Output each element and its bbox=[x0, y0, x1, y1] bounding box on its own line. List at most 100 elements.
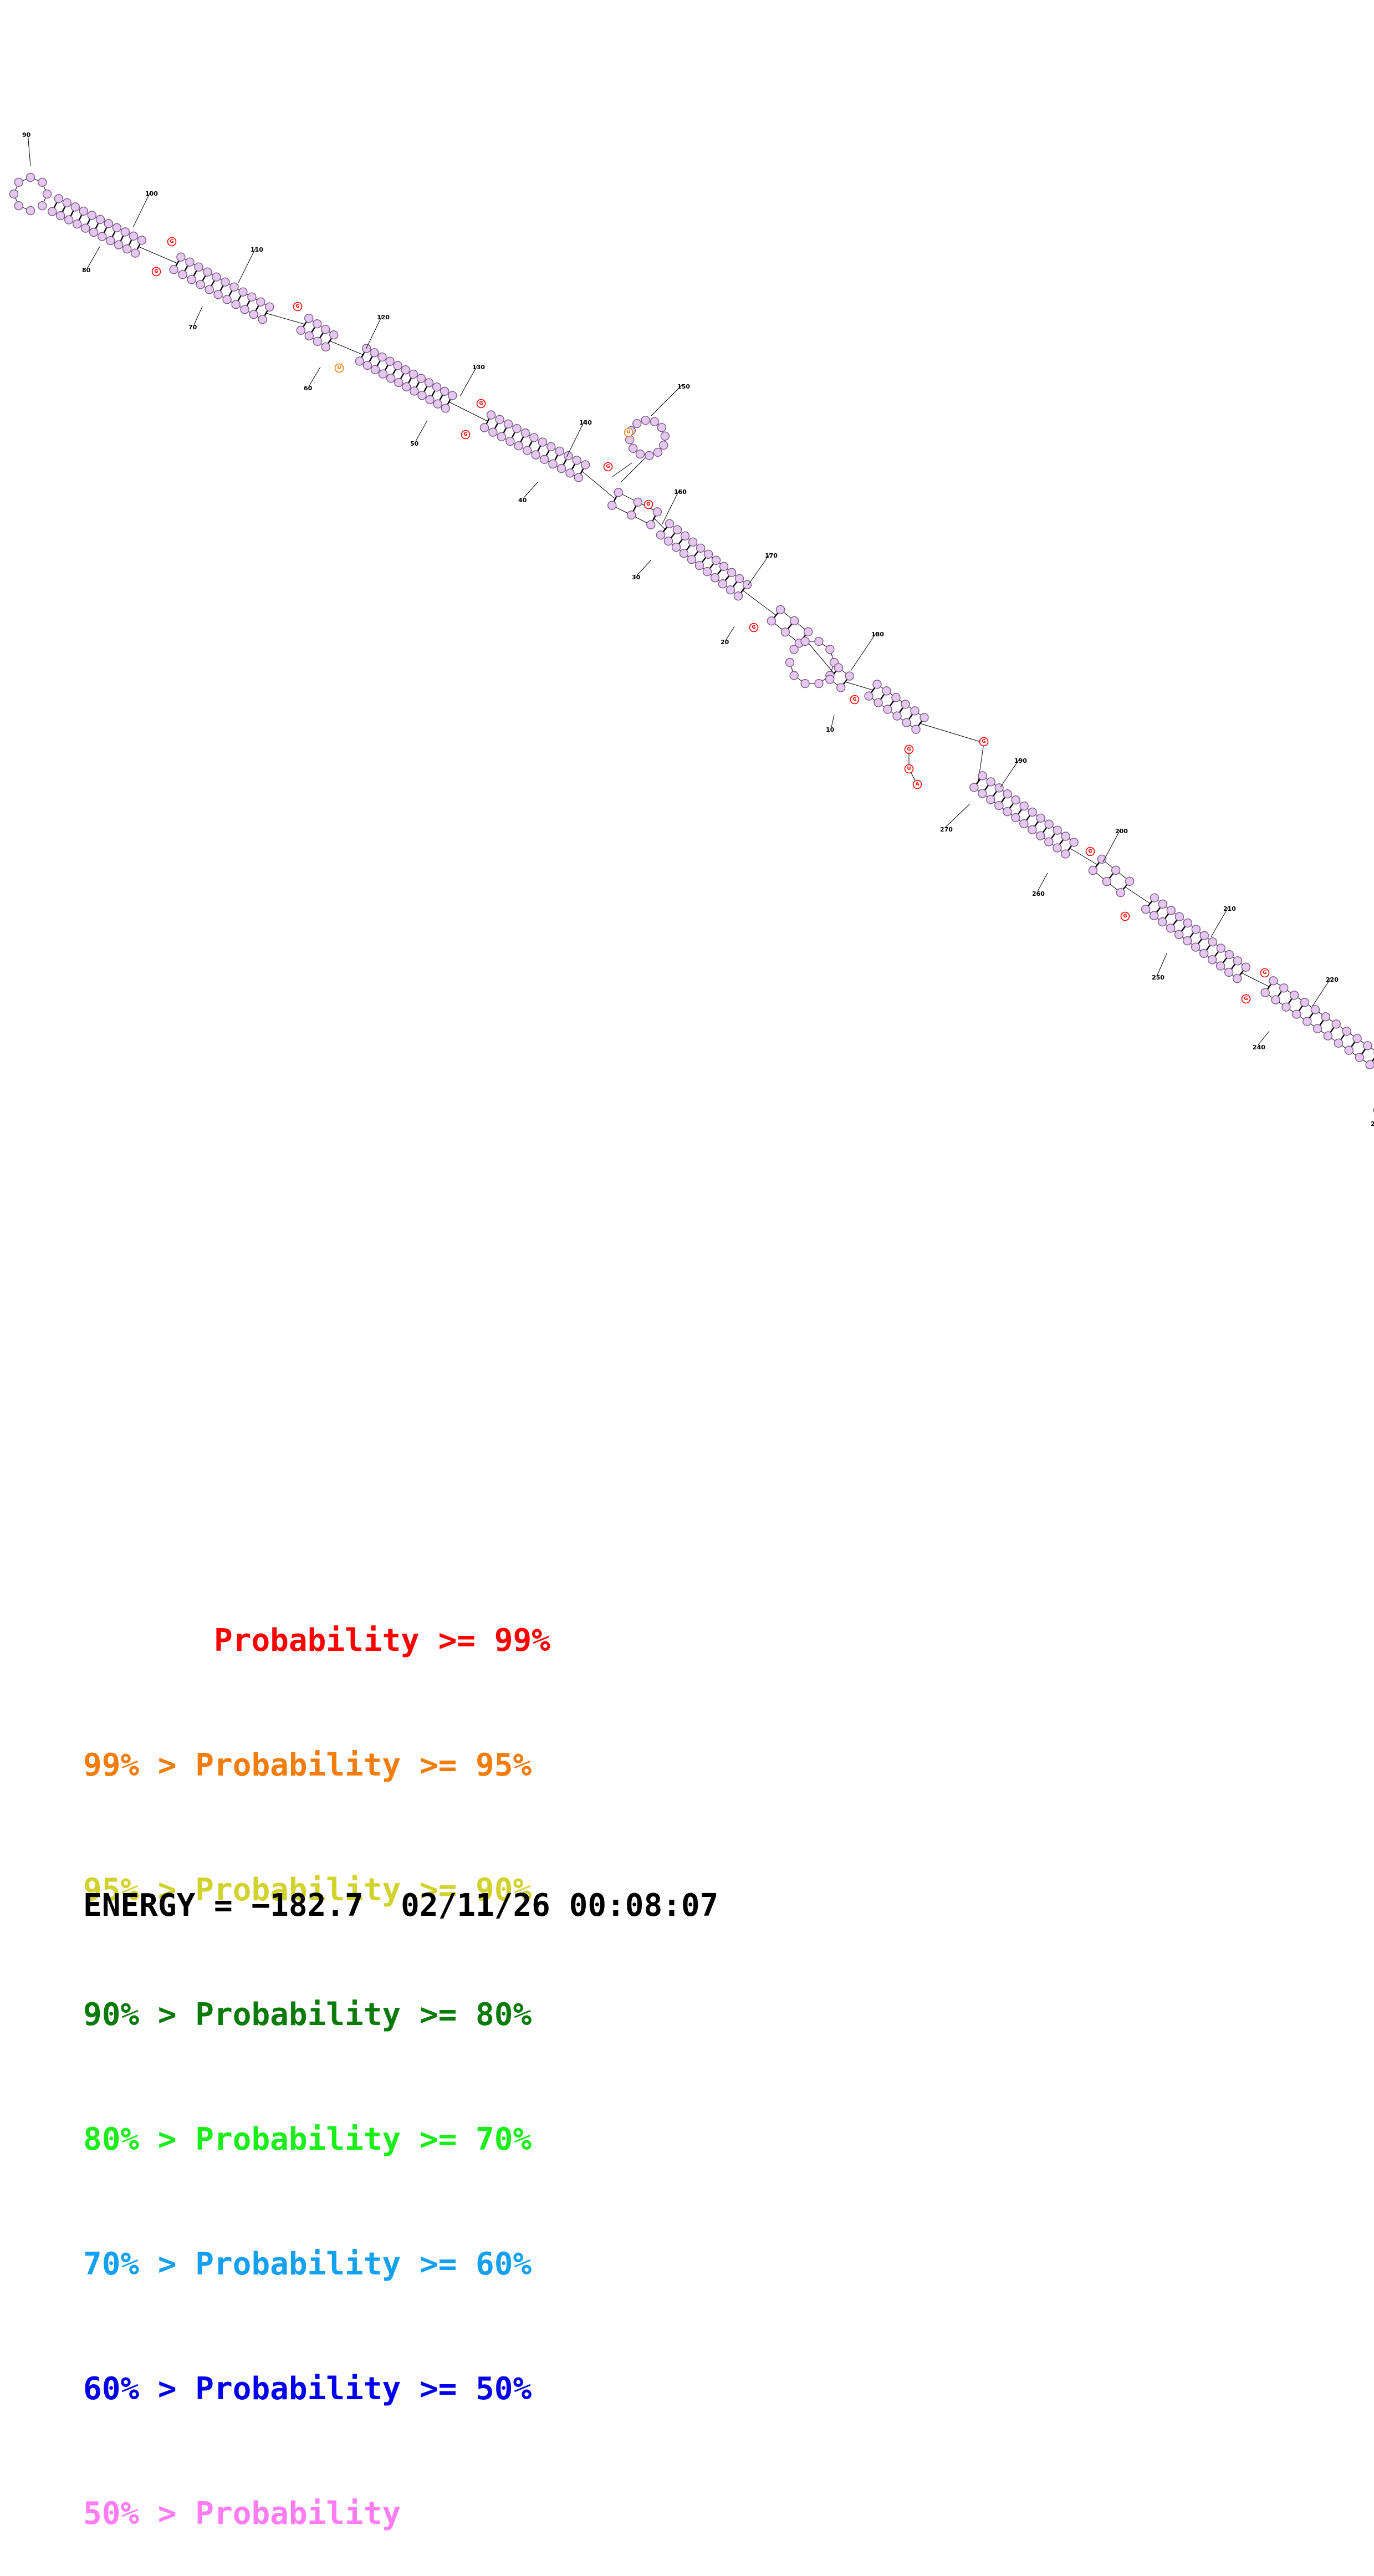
nucleotide-base bbox=[418, 391, 426, 400]
nucleotide-base bbox=[661, 432, 669, 440]
legend-row: 99% > Probability >= 95% bbox=[83, 1744, 550, 1786]
nucleotide-base bbox=[379, 370, 387, 378]
legend-text: Probability >= 80% bbox=[195, 1997, 532, 2033]
nucleotide-base bbox=[297, 326, 305, 334]
base-letter: G bbox=[1244, 996, 1248, 1002]
nucleotide-base bbox=[1045, 820, 1053, 828]
nucleotide-base bbox=[1321, 1013, 1330, 1021]
nucleotide-base bbox=[514, 442, 523, 450]
nucleotide-base bbox=[1012, 814, 1020, 822]
nucleotide-base bbox=[212, 273, 221, 281]
nucleotide-base bbox=[386, 357, 394, 365]
nucleotide-base bbox=[1053, 844, 1061, 852]
nucleotide-base bbox=[90, 228, 98, 237]
nucleotide-base bbox=[837, 683, 845, 692]
nucleotide-base bbox=[65, 216, 73, 224]
nucleotide-base bbox=[205, 285, 213, 294]
nucleotide-base bbox=[223, 295, 231, 304]
nucleotide-base bbox=[532, 451, 540, 459]
nucleotide-base bbox=[656, 531, 665, 539]
nucleotide-base bbox=[573, 456, 581, 465]
nucleotide-base bbox=[826, 675, 834, 683]
nucleotide-base bbox=[815, 637, 823, 645]
nucleotide-base bbox=[186, 258, 194, 266]
nucleotide-base bbox=[48, 207, 57, 216]
nucleotide-base bbox=[1020, 802, 1028, 810]
nucleotide-base bbox=[38, 178, 47, 186]
nucleotide-base bbox=[265, 303, 274, 311]
nucleotide-base bbox=[581, 461, 590, 469]
nucleotide-base bbox=[330, 331, 338, 339]
nucleotide-base bbox=[786, 659, 794, 667]
nucleotide-base bbox=[540, 455, 549, 463]
nucleotide-base bbox=[1342, 1027, 1351, 1035]
nucleotide-base bbox=[538, 438, 546, 446]
nucleotide-base bbox=[1116, 889, 1125, 897]
nucleotide-base bbox=[1334, 1039, 1342, 1047]
nucleotide-base bbox=[653, 508, 661, 516]
nucleotide-base bbox=[653, 448, 662, 456]
nucleotide-base bbox=[305, 331, 313, 340]
nucleotide-base bbox=[1112, 866, 1120, 874]
position-label: 220 bbox=[1326, 976, 1339, 983]
nucleotide-base bbox=[834, 664, 842, 672]
base-letter: G bbox=[1088, 849, 1092, 854]
nucleotide-base bbox=[487, 411, 496, 419]
nucleotide-base bbox=[401, 366, 410, 374]
position-label: 250 bbox=[1152, 974, 1164, 981]
position-tick bbox=[1038, 873, 1048, 891]
nucleotide-base bbox=[664, 537, 672, 545]
base-letter: G bbox=[752, 625, 755, 630]
nucleotide-base bbox=[395, 379, 403, 387]
base-letter: G bbox=[646, 502, 650, 507]
nucleotide-base bbox=[113, 223, 121, 232]
nucleotide-base bbox=[1089, 866, 1097, 875]
nucleotide-base bbox=[402, 382, 411, 391]
base-letter: G bbox=[907, 747, 911, 752]
nucleotide-base bbox=[362, 344, 371, 353]
nucleotide-base bbox=[27, 207, 35, 215]
nucleotide-base bbox=[121, 228, 129, 236]
backbone-segment bbox=[330, 341, 363, 355]
energy-value: −182.7 bbox=[251, 1888, 363, 1924]
nucleotide-base bbox=[106, 237, 115, 245]
legend-text: Probability >= 95% bbox=[195, 1747, 532, 1783]
position-tick bbox=[831, 715, 834, 727]
nucleotide-base bbox=[1036, 814, 1045, 822]
nucleotide-base bbox=[801, 680, 809, 688]
nucleotide-base bbox=[901, 700, 910, 708]
nucleotide-base bbox=[1003, 790, 1012, 798]
position-label: 210 bbox=[1223, 905, 1236, 912]
position-tick bbox=[1157, 953, 1167, 975]
nucleotide-base bbox=[634, 498, 642, 506]
nucleotide-base bbox=[137, 236, 146, 244]
nucleotide-base bbox=[681, 532, 689, 540]
nucleotide-base bbox=[689, 538, 697, 546]
nucleotide-base bbox=[305, 314, 313, 323]
position-label: 190 bbox=[1014, 757, 1027, 764]
nucleotide-base bbox=[726, 586, 734, 594]
nucleotide-base bbox=[38, 202, 47, 210]
backbone-segment bbox=[139, 247, 177, 263]
nucleotide-base bbox=[1366, 1060, 1374, 1069]
nucleotide-base bbox=[558, 465, 566, 473]
nucleotide-base bbox=[687, 555, 696, 564]
nucleotide-base bbox=[170, 266, 178, 274]
nucleotide-base bbox=[523, 446, 532, 455]
nucleotide-base bbox=[1345, 1046, 1353, 1054]
nucleotide-base bbox=[1012, 796, 1020, 804]
nucleotide-base bbox=[433, 383, 441, 391]
nucleotide-base bbox=[1301, 998, 1309, 1007]
backbone-segment bbox=[621, 456, 647, 482]
nucleotide-base bbox=[433, 400, 442, 408]
legend-text: Probability >= 70% bbox=[195, 2121, 532, 2157]
legend-row: Probability >= 99% bbox=[83, 1620, 550, 1661]
nucleotide-base bbox=[203, 268, 212, 276]
nucleotide-base bbox=[321, 343, 330, 351]
backbone-segment bbox=[1125, 887, 1150, 904]
nucleotide-base bbox=[695, 562, 703, 570]
nucleotide-base bbox=[549, 460, 557, 468]
nucleotide-base bbox=[1036, 832, 1045, 840]
nucleotide-base bbox=[1061, 832, 1070, 840]
nucleotide-base bbox=[636, 450, 644, 458]
